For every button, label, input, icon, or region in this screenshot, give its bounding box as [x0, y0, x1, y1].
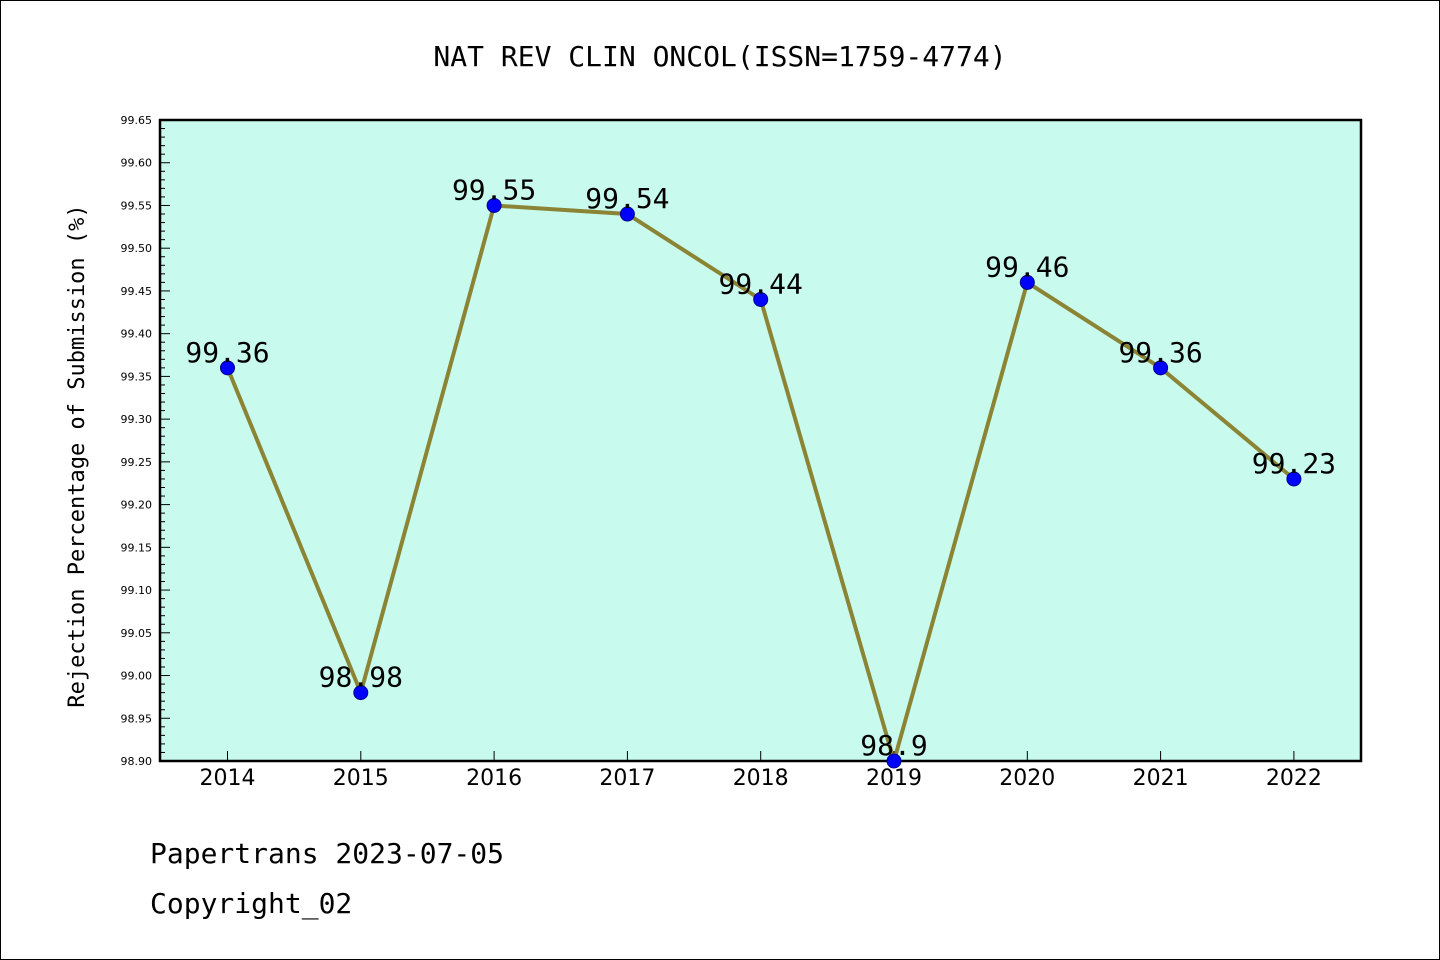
- footer-date: Papertrans 2023-07-05: [150, 837, 504, 870]
- y-tick-label: 99.55: [121, 199, 153, 212]
- data-label: 99.46: [985, 250, 1069, 283]
- y-tick-label: 99.40: [121, 328, 153, 341]
- data-label: 99.36: [185, 336, 269, 369]
- data-point-marker: [619, 206, 635, 222]
- y-tick-label: 99.20: [121, 499, 153, 512]
- data-point-marker: [886, 753, 902, 769]
- chart-title: NAT REV CLIN ONCOL(ISSN=1759-4774): [433, 40, 1006, 73]
- data-label: 99.54: [585, 182, 669, 215]
- plot-area: [158, 118, 1363, 763]
- y-tick-label: 99.15: [121, 541, 153, 554]
- data-label: 99.55: [452, 173, 536, 206]
- x-tick-label: 2021: [1133, 766, 1189, 791]
- x-tick-label: 2016: [466, 766, 522, 791]
- data-label: 99.36: [1118, 336, 1202, 369]
- x-tick-label: 2022: [1266, 766, 1322, 791]
- x-axis: 2014 2015 2016 2017 2018 2019 2020 2021 2022: [200, 751, 1322, 791]
- footer-copyright: Copyright_02: [150, 887, 352, 921]
- y-tick-label: 99.10: [121, 584, 153, 597]
- data-point-marker: [1019, 274, 1035, 290]
- x-tick-label: 2015: [333, 766, 389, 791]
- data-point-marker: [753, 291, 769, 307]
- data-point-marker: [353, 685, 369, 701]
- x-tick-label: 2017: [599, 766, 655, 791]
- data-label-group: 99.36 98.98 99.55 99.54 99.44 98.9 99.46 99.36 9…: [185, 173, 1336, 762]
- y-tick-label: 99.30: [121, 413, 153, 426]
- x-tick-label: 2019: [866, 766, 922, 791]
- y-tick-label: 99.25: [121, 456, 153, 469]
- x-tick-label: 2020: [999, 766, 1055, 791]
- y-tick-label: 99.05: [121, 627, 153, 640]
- y-axis-label: Rejection Percentage of Submission (%): [65, 204, 90, 707]
- y-tick-label: 99.65: [121, 114, 153, 127]
- x-tick-label: 2018: [733, 766, 789, 791]
- y-tick-label: 99.00: [121, 670, 153, 683]
- data-point-marker: [486, 197, 502, 213]
- data-label: 98.98: [319, 661, 403, 694]
- y-tick-label: 99.45: [121, 285, 153, 298]
- y-tick-label: 98.95: [121, 712, 153, 725]
- data-label: 99.44: [719, 267, 803, 300]
- y-axis: 98.90 98.95 99.00 99.05 99.10 99.15 99.20 99.25…: [121, 114, 170, 768]
- data-label: 99.23: [1252, 447, 1336, 480]
- y-tick-label: 99.60: [121, 157, 153, 170]
- marker-group: [220, 197, 1302, 769]
- y-tick-label: 99.35: [121, 370, 153, 383]
- data-point-marker: [220, 360, 235, 376]
- data-point-marker: [1286, 471, 1302, 487]
- y-tick-label: 98.90: [121, 755, 153, 768]
- x-tick-label: 2014: [200, 766, 256, 791]
- data-point-marker: [1153, 360, 1169, 376]
- data-label: 98.9: [860, 729, 927, 762]
- y-tick-label: 99.50: [121, 242, 153, 255]
